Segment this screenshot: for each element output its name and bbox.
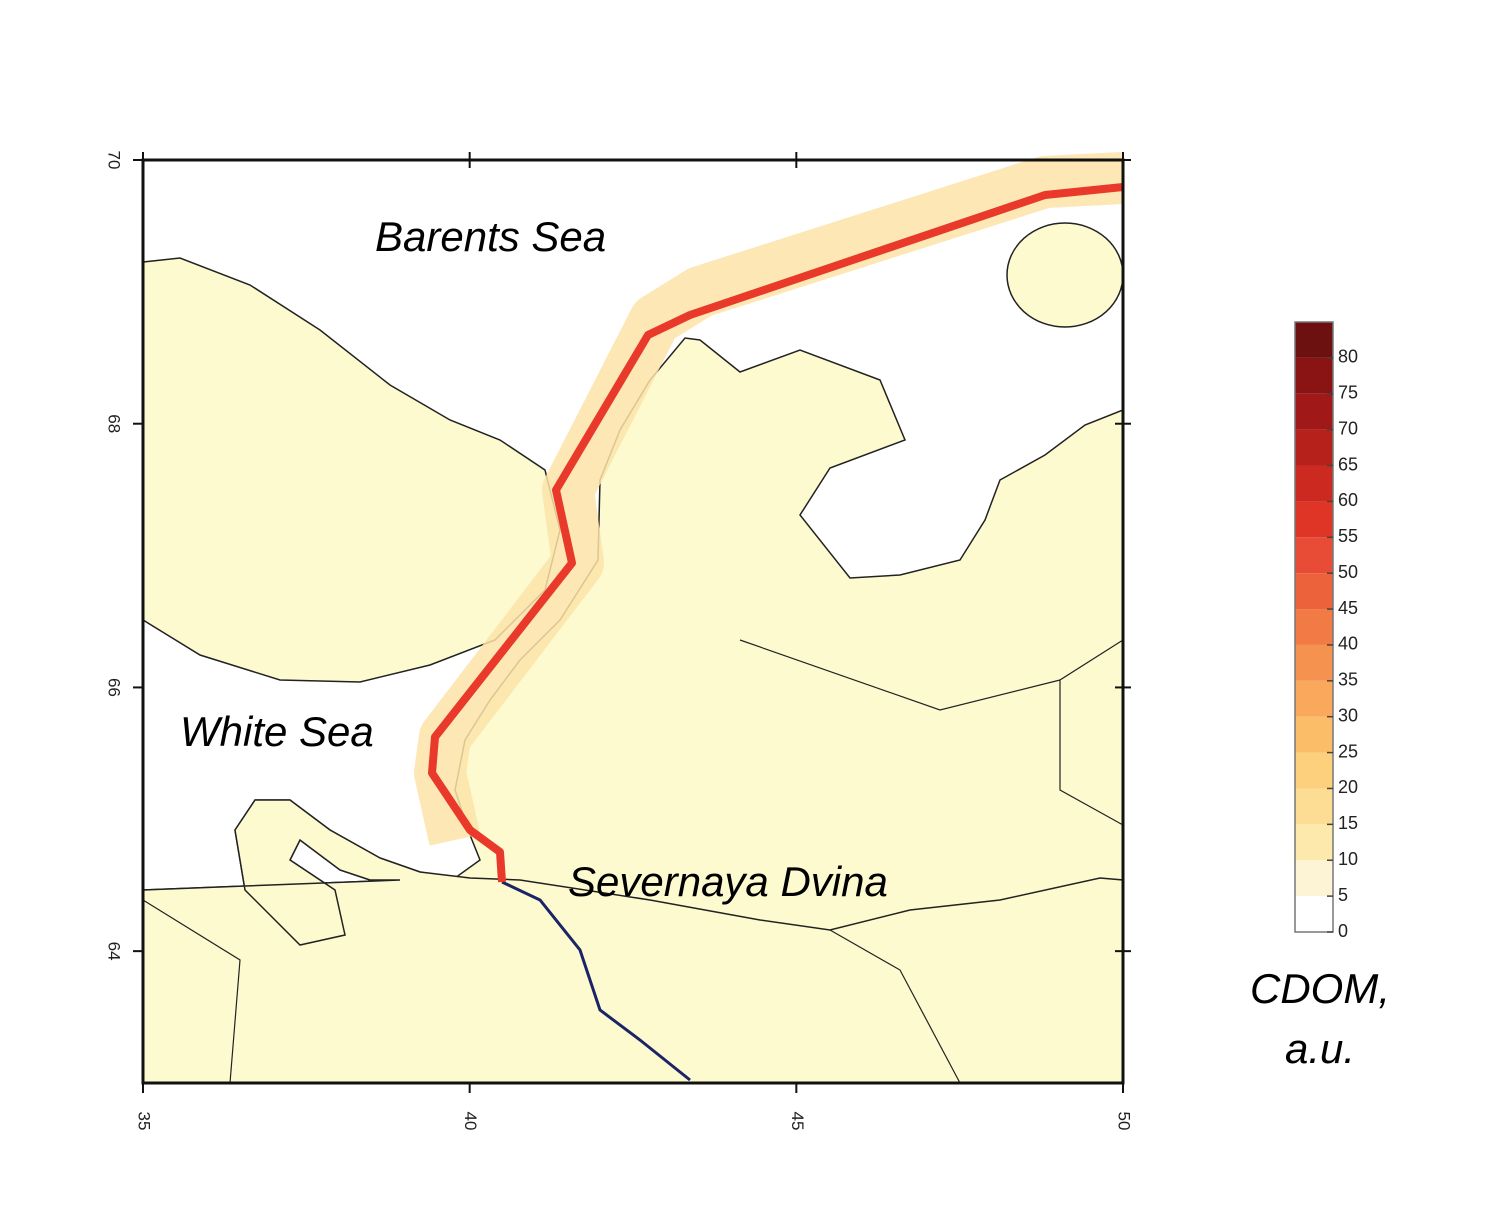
measurement-swath — [414, 152, 1125, 846]
colorbar-tick-label: 20 — [1338, 777, 1358, 797]
y-tick-label: 68 — [105, 414, 124, 433]
island — [1006, 222, 1124, 328]
border — [829, 929, 961, 1084]
plot-frame — [141, 158, 1125, 1085]
sea-label: White Sea — [180, 708, 374, 755]
colorbar-tick-label: 30 — [1338, 705, 1358, 725]
colorbar-band — [1295, 896, 1333, 932]
colorbar-band — [1295, 465, 1333, 502]
colorbar-tick-label: 75 — [1338, 383, 1358, 403]
colorbar-band — [1295, 680, 1333, 717]
x-tick-label: 40 — [461, 1112, 480, 1131]
colorbar-tick-label: 50 — [1338, 562, 1358, 582]
colorbar-frame — [1294, 321, 1334, 933]
colorbar-band — [1295, 501, 1333, 538]
colorbar-band — [1295, 752, 1333, 789]
colorbar-title: a.u. — [1285, 1025, 1355, 1072]
colorbar-band — [1295, 357, 1333, 394]
border — [1059, 639, 1124, 826]
land-onega — [142, 799, 1124, 1084]
colorbar-band — [1295, 824, 1333, 861]
x-tick-label: 45 — [788, 1112, 807, 1131]
colorbar-tick-label: 0 — [1338, 921, 1348, 941]
colorbar-tick-label: 10 — [1338, 849, 1358, 869]
colorbar-band — [1295, 393, 1333, 430]
y-tick-label: 64 — [105, 942, 124, 961]
colorbar-band — [1295, 788, 1333, 825]
colorbar-title: CDOM, — [1250, 965, 1390, 1012]
colorbar-tick-label: 45 — [1338, 598, 1358, 618]
colorbar-band — [1295, 322, 1333, 358]
river — [501, 880, 691, 1082]
colorbar-tick-label: 80 — [1338, 347, 1358, 367]
colorbar-tick-label: 70 — [1338, 418, 1358, 438]
measurement-route — [428, 183, 1124, 883]
colorbar-tick-label: 25 — [1338, 741, 1358, 761]
colorbar-band — [1295, 644, 1333, 681]
colorbar-tick-label: 5 — [1338, 885, 1348, 905]
river-label: Severnaya Dvina — [568, 858, 888, 905]
colorbar-tick-label: 55 — [1338, 526, 1358, 546]
basemap — [142, 159, 1124, 1084]
y-tick-label: 70 — [105, 151, 124, 170]
x-tick-label: 35 — [135, 1112, 154, 1131]
colorbar-band — [1295, 429, 1333, 466]
colorbar-tick-label: 40 — [1338, 634, 1358, 654]
colorbar-band — [1295, 537, 1333, 574]
colorbar-tick-label: 65 — [1338, 454, 1358, 474]
y-tick-label: 66 — [105, 678, 124, 697]
colorbar-tick-label: 35 — [1338, 670, 1358, 690]
x-tick-label: 50 — [1115, 1112, 1134, 1131]
colorbar-band — [1295, 860, 1333, 897]
border — [739, 639, 1061, 711]
colorbar-tick-label: 15 — [1338, 813, 1358, 833]
colorbar-tick-label: 60 — [1338, 490, 1358, 510]
sea-label: Barents Sea — [375, 213, 606, 260]
colorbar-band — [1295, 716, 1333, 753]
colorbar-band — [1295, 573, 1333, 610]
colorbar-band — [1295, 609, 1333, 645]
border — [142, 899, 241, 1084]
